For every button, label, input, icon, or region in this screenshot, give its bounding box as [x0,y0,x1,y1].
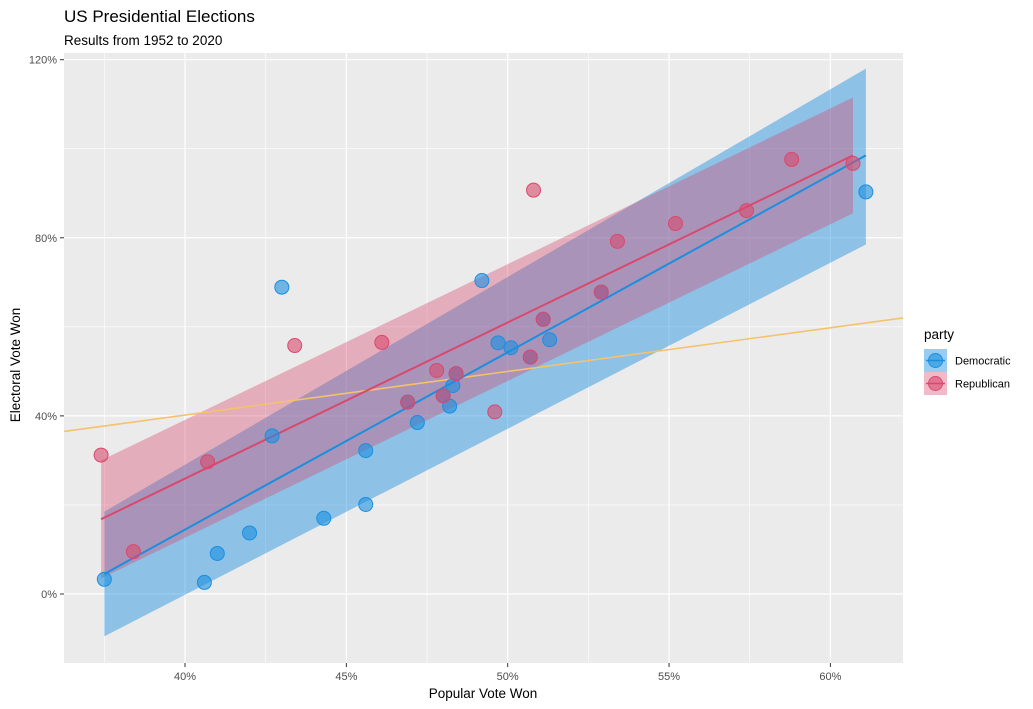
point-republican [400,394,416,410]
ci-band-democratic [104,68,866,637]
point-republican [435,388,451,404]
point-republican [200,454,216,470]
point-republican [738,203,754,219]
point-democratic [242,525,258,541]
legend-label: Democratic [955,356,1011,368]
point-democratic [358,443,374,459]
point-democratic [858,184,874,200]
point-democratic [96,571,112,587]
point-republican [526,182,542,198]
point-democratic [474,273,490,289]
x-axis-title: Popular Vote Won [429,686,538,701]
fit-line-republican [100,154,854,521]
legend-label: Republican [955,379,1010,391]
point-republican [287,338,303,354]
x-tick-label: 55% [658,671,680,683]
point-republican [429,362,445,378]
point-democratic [358,496,374,512]
legend-key-point [928,353,943,368]
point-democratic [490,335,506,351]
chart-title: US Presidential Elections [64,7,255,26]
chart-subtitle: Results from 1952 to 2020 [64,33,222,48]
y-tick-label: 120% [29,55,57,67]
point-democratic [196,574,212,590]
point-democratic [274,279,290,295]
point-republican [487,404,503,420]
fit-line-democratic [103,154,867,575]
point-democratic [264,428,280,444]
grid [64,53,903,663]
x-tick-label: 60% [819,671,841,683]
fit-lines [63,154,904,575]
point-republican [535,311,551,327]
point-republican [784,151,800,167]
point-republican [374,334,390,350]
point-democratic [316,510,332,526]
plot-panel [64,53,903,663]
point-republican [448,366,464,382]
point-democratic [209,545,225,561]
x-tick-label: 40% [174,671,196,683]
legend: party Democratic Republican [924,327,1011,395]
y-tick-label: 0% [41,589,57,601]
x-tick-label: 45% [335,671,357,683]
point-republican [522,349,538,365]
legend-key-point [928,376,943,391]
legend-title: party [924,327,954,342]
point-democratic [503,340,519,356]
y-tick-label: 80% [35,233,57,245]
data-points [93,151,874,590]
x-tick-label: 50% [497,671,519,683]
point-republican [125,544,141,560]
point-democratic [409,415,425,431]
axis-ticks: 40% 45% 50% 55% 60% 0% 40% 80% 120% [29,55,842,683]
point-republican [609,233,625,249]
point-republican [845,155,861,171]
point-democratic [542,332,558,348]
point-republican [93,447,109,463]
y-axis-title: Electoral Vote Won [8,308,23,423]
point-republican [593,284,609,300]
overall-fit-line [63,317,904,433]
y-tick-label: 40% [35,411,57,423]
point-republican [668,216,684,232]
